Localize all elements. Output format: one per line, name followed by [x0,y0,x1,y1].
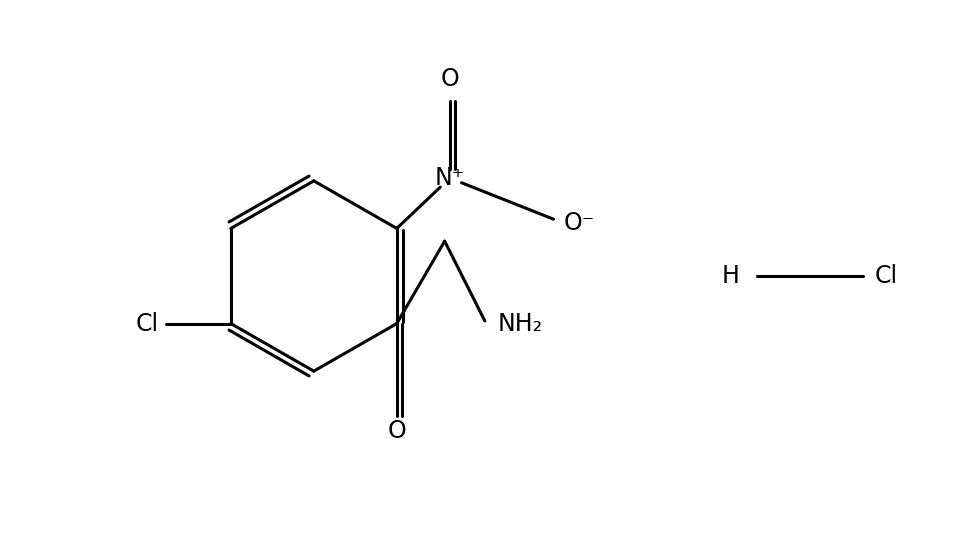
Text: O⁻: O⁻ [563,211,594,235]
Text: NH₂: NH₂ [498,311,543,336]
Text: O: O [387,419,406,443]
Text: Cl: Cl [136,311,158,336]
Text: H: H [721,264,740,288]
Text: Cl: Cl [875,264,898,288]
Text: O: O [440,67,460,92]
Text: N⁺: N⁺ [435,166,466,190]
